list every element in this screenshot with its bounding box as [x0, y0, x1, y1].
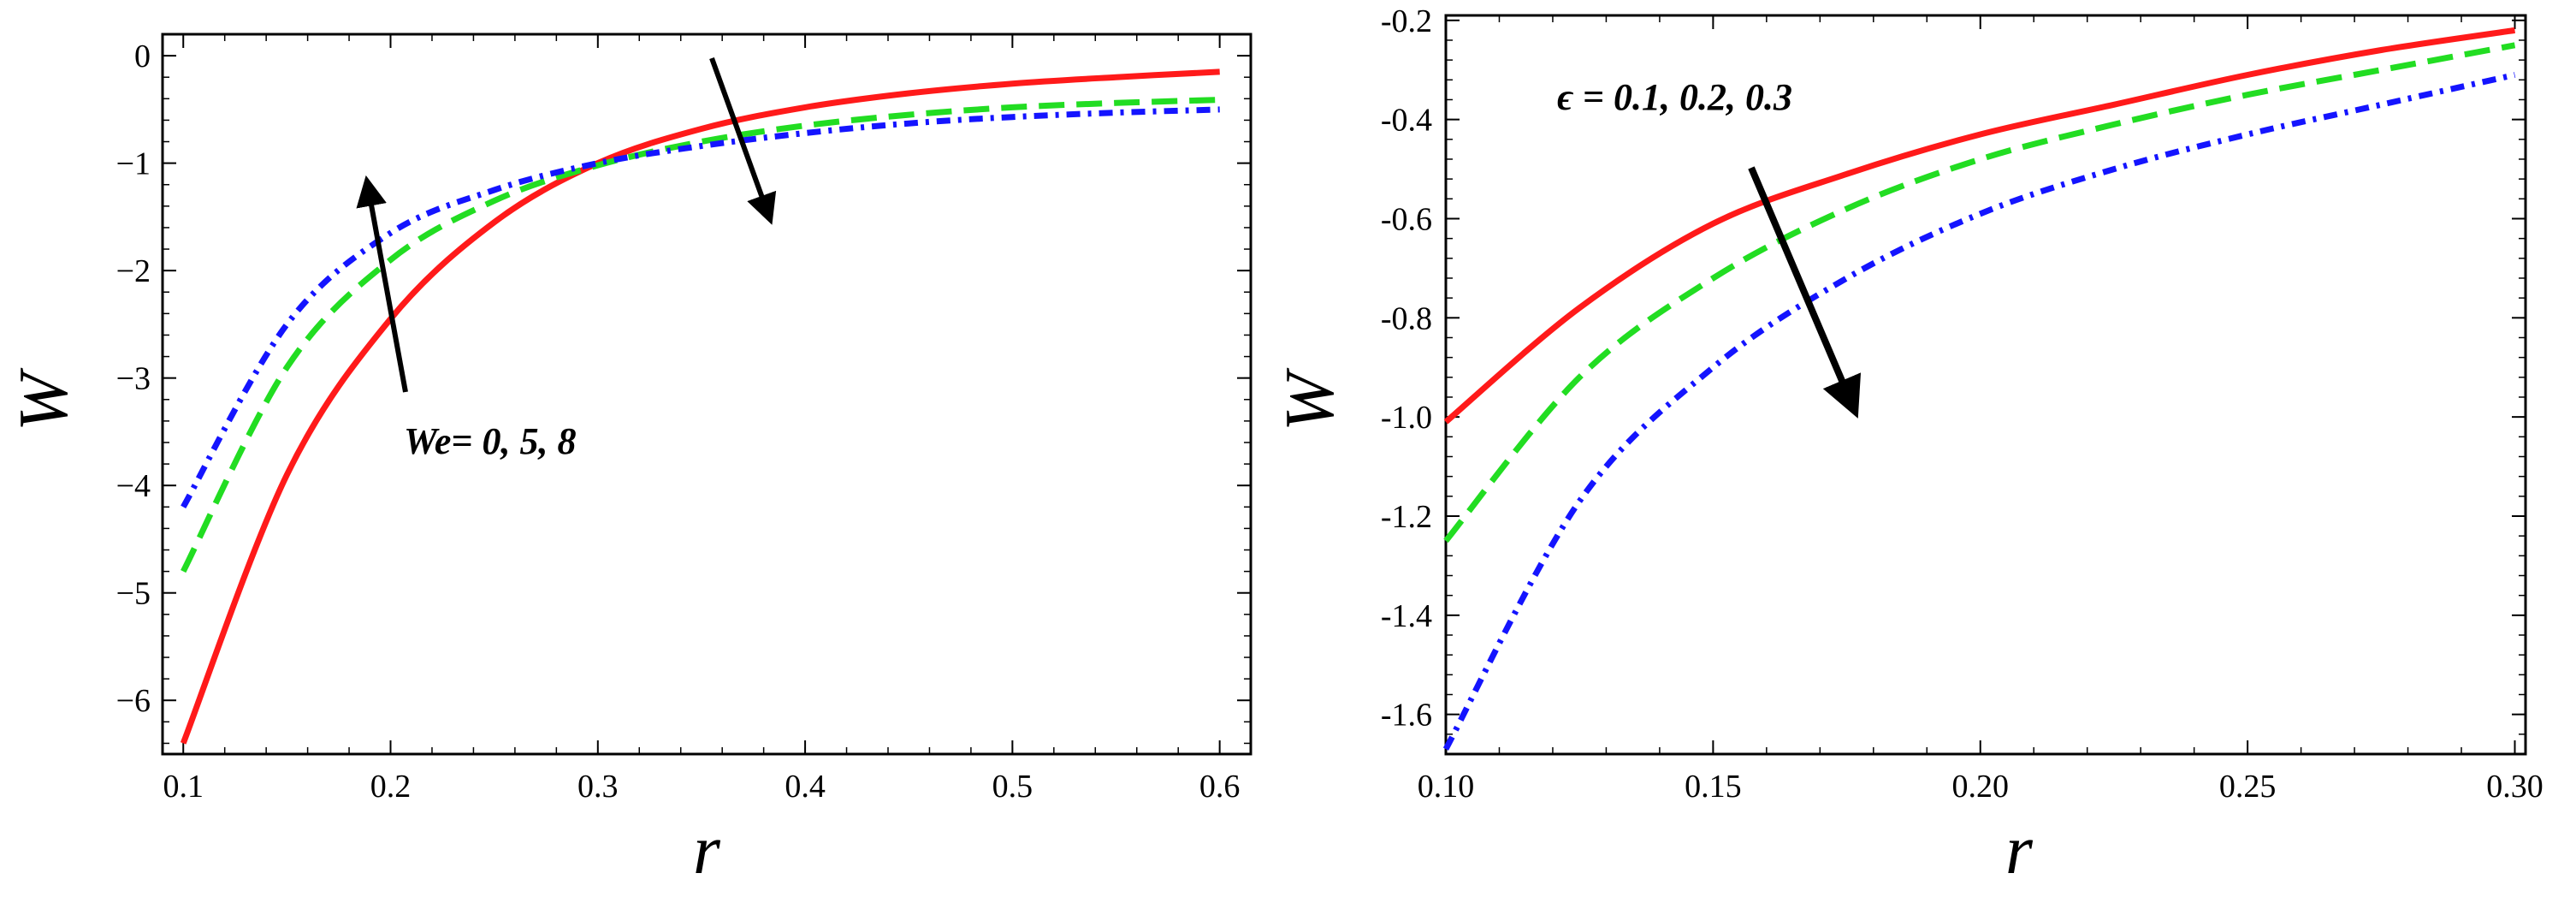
arrow-down [709, 56, 777, 225]
y-tick-label: -1.6 [1381, 698, 1432, 734]
series-group [180, 68, 1220, 745]
y-tick-label: -0.4 [1381, 103, 1432, 139]
x-tick-label: 0.4 [785, 769, 826, 805]
x-tick-label: 0.30 [2486, 769, 2543, 805]
plot-frame [161, 33, 1252, 756]
x-tick-label: 0.1 [163, 769, 204, 805]
ticks: 0.1 0.2 0.3 0.4 0.5 0.6 0 −1 −2 −3 −4 −5 −6 [116, 33, 1251, 805]
y-tick-label: -1.0 [1381, 400, 1432, 436]
annotation-epsilon: ϵ = 0.1, 0.2, 0.3 [1557, 76, 1792, 118]
series-group [1442, 27, 2516, 751]
series-line [1443, 42, 2516, 544]
x-axis-title: r [693, 811, 721, 888]
y-tick-label: -0.2 [1381, 3, 1432, 39]
series-line [1443, 27, 2516, 425]
x-tick-label: 0.20 [1952, 769, 2010, 805]
y-tick-label: −4 [116, 468, 151, 504]
y-tick-label: −1 [116, 146, 151, 182]
chart-left: 0.1 0.2 0.3 0.4 0.5 0.6 0 −1 −2 −3 −4 −5 −6 W r We= … [4, 33, 1252, 888]
y-tick-label: -1.2 [1381, 499, 1432, 535]
series-line [180, 68, 1220, 745]
series-line [181, 97, 1220, 573]
x-tick-label: 0.6 [1199, 769, 1241, 805]
annotation-we: We= 0, 5, 8 [404, 420, 576, 462]
chart-right: 0.10 0.15 0.20 0.25 0.30 -0.2 -0.4 -0.6 -0.8 -1.0… [1270, 3, 2543, 888]
x-tick-label: 0.2 [370, 769, 412, 805]
y-axis-title: W [4, 367, 82, 431]
arrow-up [356, 175, 408, 393]
y-tick-label: −5 [116, 576, 151, 612]
x-tick-label: 0.5 [992, 769, 1033, 805]
series-line [1442, 72, 2516, 751]
x-axis-title: r [2005, 811, 2034, 888]
y-tick-label: −6 [116, 683, 151, 719]
x-tick-label: 0.10 [1418, 769, 1475, 805]
y-tick-label: -0.6 [1381, 201, 1432, 237]
y-tick-label: 0 [134, 39, 151, 74]
x-tick-label: 0.25 [2219, 769, 2277, 805]
y-tick-label: -0.8 [1381, 300, 1432, 336]
x-tick-label: 0.15 [1685, 769, 1742, 805]
x-tick-label: 0.3 [577, 769, 619, 805]
plot-frame [1444, 14, 2527, 756]
arrow-down [1748, 166, 1862, 419]
y-tick-label: −3 [116, 361, 151, 397]
series-line [181, 106, 1220, 509]
y-tick-label: −2 [116, 253, 151, 289]
y-axis-title: W [1270, 367, 1348, 431]
ticks: 0.10 0.15 0.20 0.25 0.30 -0.2 -0.4 -0.6 -0.8 -1.0… [1381, 3, 2543, 805]
y-tick-label: -1.4 [1381, 598, 1432, 634]
